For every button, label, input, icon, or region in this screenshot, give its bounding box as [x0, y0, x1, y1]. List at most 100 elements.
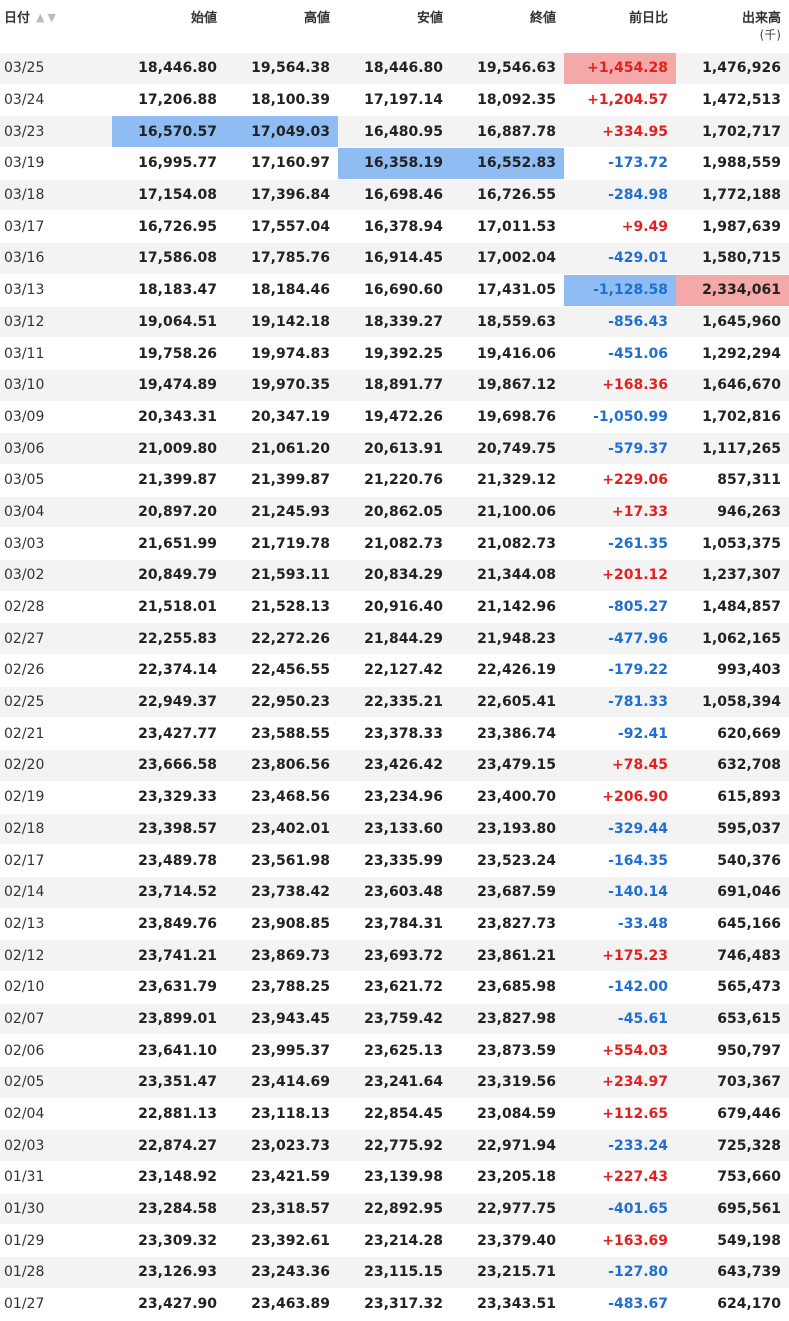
- cell-date: 03/11: [0, 337, 112, 370]
- table-row: 02/17 23,489.78 23,561.98 23,335.99 23,523.2…: [0, 844, 789, 877]
- cell-open: 23,427.77: [112, 717, 225, 751]
- cell-open: 19,758.26: [112, 337, 225, 370]
- cell-date: 02/18: [0, 813, 112, 846]
- cell-low: 23,603.48: [338, 876, 451, 909]
- cell-open: 18,446.80: [112, 53, 225, 85]
- cell-change: -284.98: [564, 179, 676, 212]
- cell-change: +1,204.57: [564, 84, 676, 117]
- cell-low: 21,220.76: [338, 464, 451, 497]
- cell-open: 23,126.93: [112, 1256, 225, 1289]
- cell-close: 23,319.56: [451, 1066, 564, 1099]
- cell-date: 03/09: [0, 401, 112, 434]
- cell-close: 16,726.55: [451, 179, 564, 212]
- cell-high: 23,788.25: [225, 971, 338, 1004]
- cell-low: 22,892.95: [338, 1193, 451, 1226]
- cell-date: 01/29: [0, 1224, 112, 1258]
- table-row: 03/19 16,995.77 17,160.97 16,358.19 16,552.8…: [0, 147, 789, 180]
- table-row: 03/24 17,206.88 18,100.39 17,197.14 18,092.3…: [0, 84, 789, 117]
- cell-open: 20,897.20: [112, 496, 225, 529]
- cell-volume: 620,669: [676, 717, 789, 751]
- cell-open: 20,849.79: [112, 559, 225, 592]
- cell-high: 22,950.23: [225, 686, 338, 719]
- cell-low: 23,759.42: [338, 1003, 451, 1036]
- cell-high: 23,318.57: [225, 1193, 338, 1226]
- cell-open: 23,641.10: [112, 1034, 225, 1067]
- cell-close: 18,559.63: [451, 306, 564, 339]
- cell-close: 23,687.59: [451, 876, 564, 909]
- cell-open: 20,343.31: [112, 401, 225, 434]
- cell-change: +17.33: [564, 496, 676, 529]
- cell-volume: 1,053,375: [676, 527, 789, 560]
- cell-close: 23,861.21: [451, 939, 564, 972]
- cell-high: 21,528.13: [225, 591, 338, 624]
- cell-change: -401.65: [564, 1193, 676, 1226]
- cell-volume: 1,702,816: [676, 401, 789, 434]
- cell-open: 23,489.78: [112, 844, 225, 877]
- cell-open: 23,329.33: [112, 781, 225, 814]
- header-volume[interactable]: 出来高 (千): [676, 0, 789, 53]
- cell-volume: 595,037: [676, 813, 789, 846]
- cell-volume: 632,708: [676, 749, 789, 782]
- table-row: 03/16 17,586.08 17,785.76 16,914.45 17,002.0…: [0, 242, 789, 275]
- cell-volume: 691,046: [676, 876, 789, 909]
- cell-high: 23,561.98: [225, 844, 338, 877]
- cell-close: 23,084.59: [451, 1098, 564, 1131]
- cell-close: 23,685.98: [451, 971, 564, 1004]
- cell-high: 23,806.56: [225, 749, 338, 782]
- cell-close: 18,092.35: [451, 84, 564, 117]
- header-low[interactable]: 安値: [338, 0, 451, 53]
- cell-change: -173.72: [564, 147, 676, 180]
- header-change[interactable]: 前日比: [564, 0, 676, 53]
- table-row: 02/20 23,666.58 23,806.56 23,426.42 23,479.1…: [0, 749, 789, 782]
- cell-high: 23,588.55: [225, 717, 338, 751]
- cell-close: 23,400.70: [451, 781, 564, 814]
- cell-high: 17,557.04: [225, 210, 338, 244]
- cell-volume: 1,292,294: [676, 337, 789, 370]
- cell-change: -142.00: [564, 971, 676, 1004]
- cell-change: +229.06: [564, 464, 676, 497]
- cell-change: -805.27: [564, 591, 676, 624]
- cell-low: 16,914.45: [338, 242, 451, 275]
- cell-close: 21,142.96: [451, 591, 564, 624]
- header-volume-unit: (千): [759, 28, 781, 42]
- cell-low: 23,426.42: [338, 749, 451, 782]
- cell-open: 23,427.90: [112, 1288, 225, 1321]
- cell-date: 03/19: [0, 147, 112, 180]
- cell-date: 01/31: [0, 1161, 112, 1194]
- header-open[interactable]: 始値: [112, 0, 225, 53]
- cell-close: 16,887.78: [451, 115, 564, 149]
- table-row: 02/19 23,329.33 23,468.56 23,234.96 23,400.7…: [0, 781, 789, 814]
- table-row: 02/07 23,899.01 23,943.45 23,759.42 23,827.9…: [0, 1003, 789, 1036]
- cell-high: 23,468.56: [225, 781, 338, 814]
- cell-high: 23,421.59: [225, 1161, 338, 1194]
- cell-low: 20,862.05: [338, 496, 451, 529]
- cell-low: 23,784.31: [338, 908, 451, 941]
- cell-high: 17,049.03: [225, 115, 338, 149]
- table-row: 02/10 23,631.79 23,788.25 23,621.72 23,685.9…: [0, 971, 789, 1004]
- table-row: 03/18 17,154.08 17,396.84 16,698.46 16,726.5…: [0, 179, 789, 212]
- cell-date: 03/06: [0, 432, 112, 465]
- cell-volume: 653,615: [676, 1003, 789, 1036]
- cell-change: -179.22: [564, 654, 676, 687]
- cell-volume: 540,376: [676, 844, 789, 877]
- cell-change: -261.35: [564, 527, 676, 560]
- header-close[interactable]: 終値: [451, 0, 564, 53]
- table-row: 02/28 21,518.01 21,528.13 20,916.40 21,142.9…: [0, 591, 789, 624]
- cell-close: 21,948.23: [451, 622, 564, 656]
- cell-change: +163.69: [564, 1224, 676, 1258]
- cell-low: 23,234.96: [338, 781, 451, 814]
- cell-close: 17,431.05: [451, 274, 564, 307]
- cell-open: 23,398.57: [112, 813, 225, 846]
- header-date[interactable]: 日付 ▲▼: [0, 0, 112, 53]
- cell-close: 23,523.24: [451, 844, 564, 877]
- cell-date: 02/07: [0, 1003, 112, 1036]
- header-high[interactable]: 高値: [225, 0, 338, 53]
- table-row: 03/25 18,446.80 19,564.38 18,446.80 19,546.6…: [0, 53, 789, 85]
- cell-low: 18,891.77: [338, 369, 451, 402]
- sort-asc-desc-icon[interactable]: ▲▼: [36, 11, 59, 24]
- cell-date: 02/06: [0, 1034, 112, 1067]
- cell-change: -483.67: [564, 1288, 676, 1321]
- cell-volume: 1,646,670: [676, 369, 789, 402]
- cell-high: 23,738.42: [225, 876, 338, 909]
- cell-change: -33.48: [564, 908, 676, 941]
